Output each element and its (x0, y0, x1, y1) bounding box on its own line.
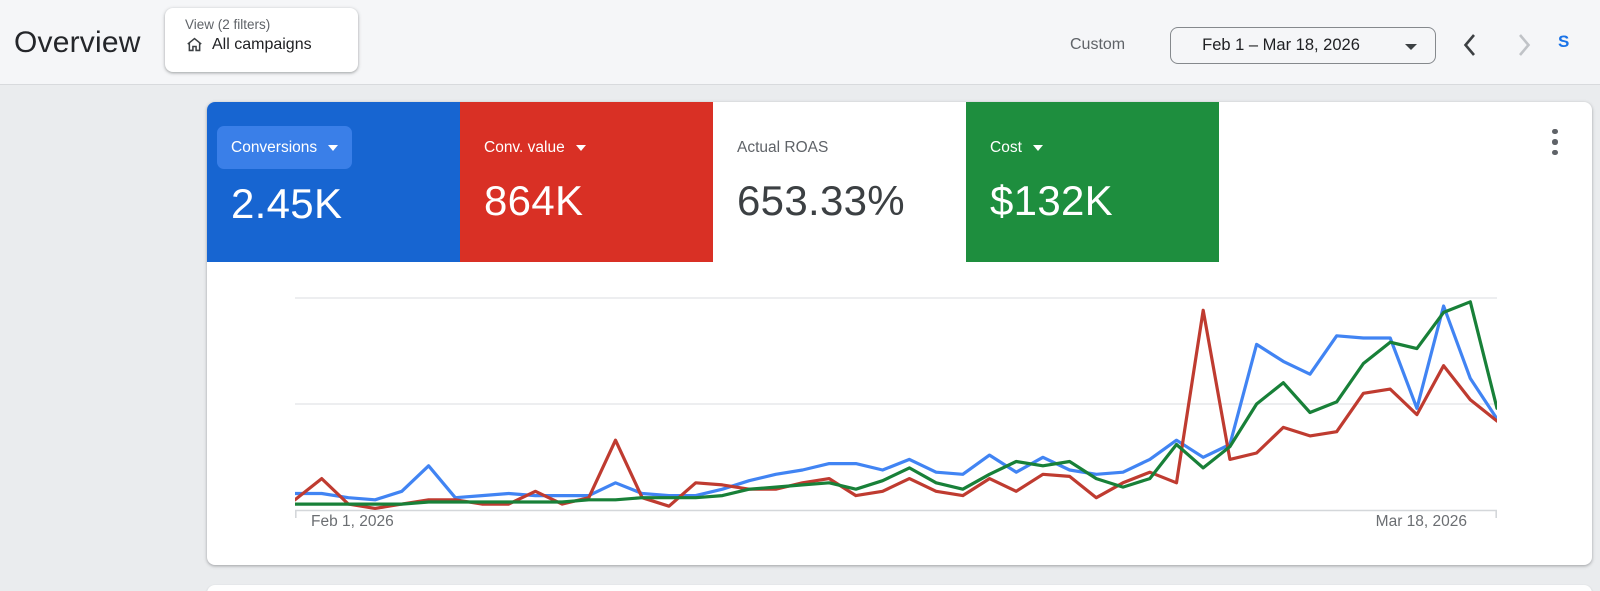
chart-series-group (295, 300, 1497, 510)
scorecard-conversions: Conversions 2.45K (207, 102, 460, 262)
date-next-button-disabled[interactable] (1511, 32, 1535, 58)
overview-chart-svg (295, 297, 1497, 518)
next-section-card-edge (207, 585, 1592, 591)
scorecard-actual-roas: Actual ROAS 653.33% (713, 102, 966, 262)
scorecard-label: Conversions (231, 138, 318, 156)
scorecard-value: 2.45K (231, 180, 343, 227)
view-filter-label: View (2 filters) (185, 17, 271, 32)
top-bar: Overview View (2 filters) All campaigns … (0, 0, 1600, 85)
overview-summary-card: Conversions 2.45K Conv. value 864K Actua… (207, 102, 1592, 565)
scorecard-label: Conv. value (484, 139, 565, 156)
scorecard-value: 864K (484, 177, 584, 224)
x-axis-end-label: Mar 18, 2026 (1375, 513, 1467, 530)
chevron-down-icon (1405, 44, 1417, 50)
scorecard-row: Conversions 2.45K Conv. value 864K Actua… (207, 102, 1219, 262)
view-filter-value: All campaigns (212, 35, 312, 53)
chevron-left-icon (1463, 34, 1475, 56)
kebab-menu-icon[interactable] (1544, 124, 1566, 160)
home-icon (185, 35, 204, 54)
date-preset-label: Custom (1070, 36, 1126, 53)
x-axis-start-label: Feb 1, 2026 (311, 513, 394, 530)
show-link-clipped[interactable]: S (1558, 32, 1570, 51)
scorecard-cost: Cost $132K (966, 102, 1219, 262)
scorecard-value: 653.33% (737, 177, 905, 224)
performance-chart: Feb 1, 2026 Mar 18, 2026 (295, 297, 1497, 542)
view-filter-chip[interactable]: View (2 filters) All campaigns (165, 8, 358, 72)
conversions-metric-dropdown[interactable]: Conversions (217, 126, 353, 169)
series-line-conversions (295, 304, 1497, 502)
scorecard-value: $132K (990, 177, 1113, 224)
page-title: Overview (14, 26, 141, 59)
date-range-value: Feb 1 – Mar 18, 2026 (1202, 36, 1360, 54)
chevron-down-icon (575, 145, 586, 151)
chevron-right-icon (1519, 34, 1531, 56)
date-range-picker[interactable]: Feb 1 – Mar 18, 2026 (1170, 27, 1436, 64)
series-line-conv-value (295, 308, 1497, 510)
chevron-down-icon (328, 144, 339, 151)
conv-value-metric-dropdown[interactable]: Conv. value (484, 130, 586, 166)
scorecard-label: Cost (990, 139, 1022, 156)
scorecard-conv-value: Conv. value 864K (460, 102, 713, 262)
series-line-cost (295, 300, 1497, 506)
date-prev-button[interactable] (1459, 32, 1483, 58)
chevron-down-icon (1032, 145, 1043, 151)
scorecard-label: Actual ROAS (737, 139, 829, 156)
cost-metric-dropdown[interactable]: Cost (990, 130, 1043, 166)
actual-roas-label: Actual ROAS (737, 130, 828, 166)
